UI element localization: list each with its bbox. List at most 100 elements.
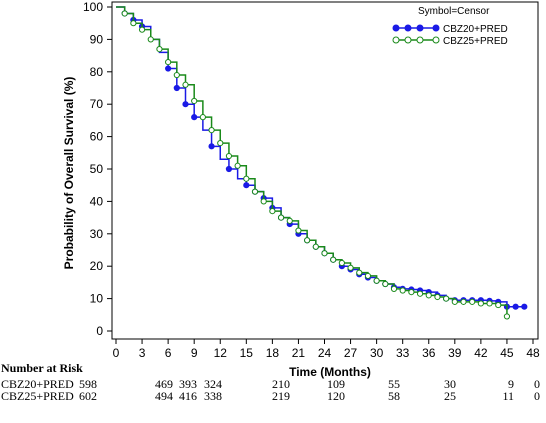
series-layer [116, 6, 528, 320]
y-tick-label: 100 [83, 0, 103, 14]
censor-mark [286, 217, 293, 224]
x-tick-label: 9 [191, 346, 198, 360]
risk-count: 109 [327, 377, 345, 391]
legend-marker [416, 36, 424, 44]
risk-row-label: CBZ20+PRED [1, 377, 74, 391]
series-line [116, 6, 508, 317]
x-tick-label: 24 [318, 346, 332, 360]
censor-mark [251, 188, 259, 195]
y-tick-label: 90 [90, 32, 104, 46]
risk-count: 30 [444, 377, 456, 391]
x-tick-label: 0 [113, 346, 120, 360]
censor-mark [277, 214, 285, 221]
censor-mark [234, 162, 241, 169]
x-tick-label: 3 [139, 346, 146, 360]
censor-mark [156, 46, 163, 53]
censor-mark [121, 10, 128, 17]
risk-count: 219 [272, 389, 290, 403]
legend-marker [404, 36, 412, 44]
censor-mark [130, 20, 137, 27]
x-tick-label: 6 [165, 346, 172, 360]
censor-mark [521, 303, 528, 310]
censor-mark [182, 101, 189, 108]
legend-label: CBZ20+PRED [443, 24, 508, 35]
x-tick-label: 42 [474, 346, 488, 360]
censor-mark [356, 269, 363, 276]
legend-marker [392, 24, 400, 32]
series-CBZ20+PRED [116, 6, 528, 310]
y-tick-label: 60 [90, 130, 104, 144]
censor-mark [469, 298, 476, 305]
x-tick-label: 12 [214, 346, 228, 360]
risk-count: 25 [444, 389, 456, 403]
risk-table: Number at Risk CBZ20+PRED 598 469 393 324 210… [1, 361, 540, 403]
censor-mark [451, 298, 458, 305]
censor-mark [173, 84, 180, 92]
legend-marker [432, 24, 440, 32]
legend-marker [416, 24, 424, 32]
risk-count: 393 [179, 377, 197, 391]
risk-count: 11 [502, 389, 514, 403]
censor-mark [495, 301, 502, 309]
series-CBZ25+PRED [116, 6, 511, 320]
risk-count: 9 [508, 377, 514, 391]
censor-mark [225, 165, 233, 173]
legend-marker [392, 36, 400, 44]
x-tick-label: 45 [500, 346, 514, 360]
risk-row-label: CBZ25+PRED [1, 389, 74, 403]
risk-count: 338 [204, 389, 222, 403]
y-tick-label: 50 [90, 162, 104, 176]
x-axis-title: Time (Months) [289, 365, 371, 379]
censor-mark [338, 259, 345, 267]
censor-mark [243, 175, 250, 182]
y-tick-label: 70 [90, 97, 104, 111]
series-line [116, 6, 525, 308]
censor-mark [425, 292, 432, 299]
censor-mark [486, 300, 493, 307]
censor-mark [191, 97, 198, 105]
x-tick-label: 36 [422, 346, 436, 360]
censor-mark [382, 280, 389, 288]
censor-mark [460, 298, 467, 305]
censor-mark [217, 139, 224, 147]
risk-count: 494 [155, 389, 173, 403]
risk-count: 0 [534, 389, 540, 403]
x-tick-label: 21 [292, 346, 306, 360]
x-tick-label: 48 [526, 346, 540, 360]
censor-mark [512, 303, 519, 310]
censor-mark [364, 272, 372, 280]
y-tick-label: 40 [90, 194, 104, 208]
x-tick-label: 39 [448, 346, 462, 360]
censor-mark [147, 36, 154, 43]
risk-count: 55 [388, 377, 400, 391]
censor-mark [138, 26, 146, 33]
censor-mark [165, 58, 172, 66]
censor-mark [182, 81, 189, 88]
censor-mark [165, 65, 172, 72]
risk-count: 210 [272, 377, 290, 391]
risk-count: 598 [79, 377, 97, 391]
y-axis-title: Probability of Overall Survival (%) [62, 77, 76, 270]
censor-mark [321, 250, 328, 257]
y-tick-label: 0 [96, 324, 103, 338]
risk-count: 469 [155, 377, 173, 391]
risk-table-title: Number at Risk [1, 361, 83, 375]
censor-mark [173, 71, 180, 79]
legend-marker [404, 24, 412, 32]
legend-label: CBZ25+PRED [443, 36, 508, 47]
legend-marker [432, 36, 440, 44]
censor-mark [503, 313, 511, 320]
censor-mark [408, 289, 415, 296]
censor-mark [434, 293, 441, 301]
censor-mark [225, 152, 233, 160]
plot-frame [111, 1, 539, 340]
risk-count: 58 [388, 389, 400, 403]
x-tick-label: 30 [370, 346, 384, 360]
censor-mark [191, 114, 198, 121]
censor-mark [330, 256, 337, 263]
censor-mark [477, 300, 484, 307]
censor-mark [269, 208, 276, 215]
censor-mark [295, 227, 302, 234]
